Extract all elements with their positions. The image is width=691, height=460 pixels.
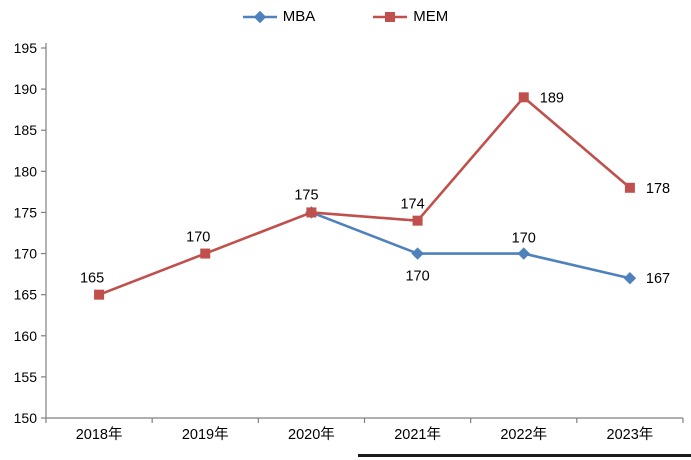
svg-text:150: 150 [14,410,38,426]
data-label: 170 [512,231,536,247]
data-label: 189 [540,90,564,106]
svg-text:155: 155 [14,369,38,385]
series-line-mem [98,96,631,296]
svg-text:185: 185 [14,122,38,138]
svg-text:170: 170 [14,246,38,262]
svg-text:160: 160 [14,328,38,344]
data-label: 165 [80,271,104,287]
diamond-marker-icon [242,10,277,23]
x-axis-label: 2018年 [76,426,123,443]
x-axis-label: 2020年 [288,426,335,443]
data-label: 174 [400,197,424,213]
svg-text:195: 195 [14,40,38,56]
svg-text:175: 175 [14,204,38,220]
legend-label: MEM [413,8,449,25]
x-axis-label: 2023年 [607,426,654,443]
data-label: 175 [294,187,318,203]
x-axis-label: 2022年 [500,426,547,443]
square-marker-icon [373,11,408,22]
svg-text:190: 190 [14,81,38,97]
legend-item-mba: MBA [242,8,316,25]
chart-legend: MBA MEM [0,8,691,25]
svg-text:165: 165 [14,287,38,303]
data-label: 178 [646,181,670,197]
legend-item-mem: MEM [373,8,448,25]
data-label: 170 [405,269,429,285]
bottom-border-line [358,454,691,457]
x-axis-label: 2021年 [394,426,441,443]
x-axis-label: 2019年 [182,426,229,443]
svg-text:180: 180 [14,163,38,179]
legend-label: MBA [282,8,316,25]
data-label: 170 [186,230,210,246]
data-label: 167 [646,271,670,287]
series-line-mba [310,211,631,280]
